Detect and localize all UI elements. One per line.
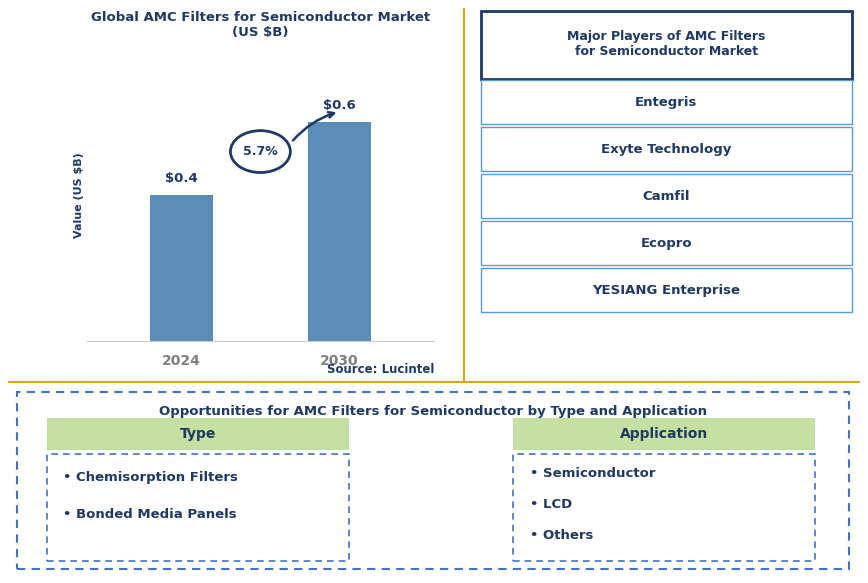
Text: 5.7%: 5.7% xyxy=(243,145,278,158)
Text: Camfil: Camfil xyxy=(642,190,690,203)
Text: Source: Lucintel: Source: Lucintel xyxy=(326,363,434,376)
Text: Opportunities for AMC Filters for Semiconductor by Type and Application: Opportunities for AMC Filters for Semico… xyxy=(159,405,707,417)
FancyBboxPatch shape xyxy=(481,80,852,124)
Text: • Semiconductor: • Semiconductor xyxy=(529,467,655,480)
Text: Type: Type xyxy=(180,427,216,441)
FancyBboxPatch shape xyxy=(481,222,852,265)
Text: Exyte Technology: Exyte Technology xyxy=(601,143,732,156)
Text: Ecopro: Ecopro xyxy=(641,237,692,250)
Text: • Others: • Others xyxy=(529,529,593,542)
Text: Major Players of AMC Filters
for Semiconductor Market: Major Players of AMC Filters for Semicon… xyxy=(567,30,766,58)
Text: • Bonded Media Panels: • Bonded Media Panels xyxy=(63,508,237,521)
FancyBboxPatch shape xyxy=(481,127,852,171)
Y-axis label: Value (US $B): Value (US $B) xyxy=(74,152,84,238)
FancyBboxPatch shape xyxy=(47,417,349,450)
Title: Global AMC Filters for Semiconductor Market
(US $B): Global AMC Filters for Semiconductor Mar… xyxy=(91,10,430,38)
FancyBboxPatch shape xyxy=(513,417,815,450)
Text: • LCD: • LCD xyxy=(529,498,572,511)
Text: $0.6: $0.6 xyxy=(323,99,356,112)
FancyBboxPatch shape xyxy=(513,454,815,561)
FancyBboxPatch shape xyxy=(481,174,852,219)
Text: Application: Application xyxy=(620,427,708,441)
FancyBboxPatch shape xyxy=(481,268,852,312)
Bar xyxy=(308,122,371,341)
FancyBboxPatch shape xyxy=(47,454,349,561)
FancyBboxPatch shape xyxy=(17,392,849,568)
Bar xyxy=(150,195,213,341)
Text: $0.4: $0.4 xyxy=(165,172,198,185)
Text: YESIANG Enterprise: YESIANG Enterprise xyxy=(592,284,740,297)
Text: Entegris: Entegris xyxy=(635,96,697,109)
Text: • Chemisorption Filters: • Chemisorption Filters xyxy=(63,470,239,484)
FancyBboxPatch shape xyxy=(481,10,852,79)
